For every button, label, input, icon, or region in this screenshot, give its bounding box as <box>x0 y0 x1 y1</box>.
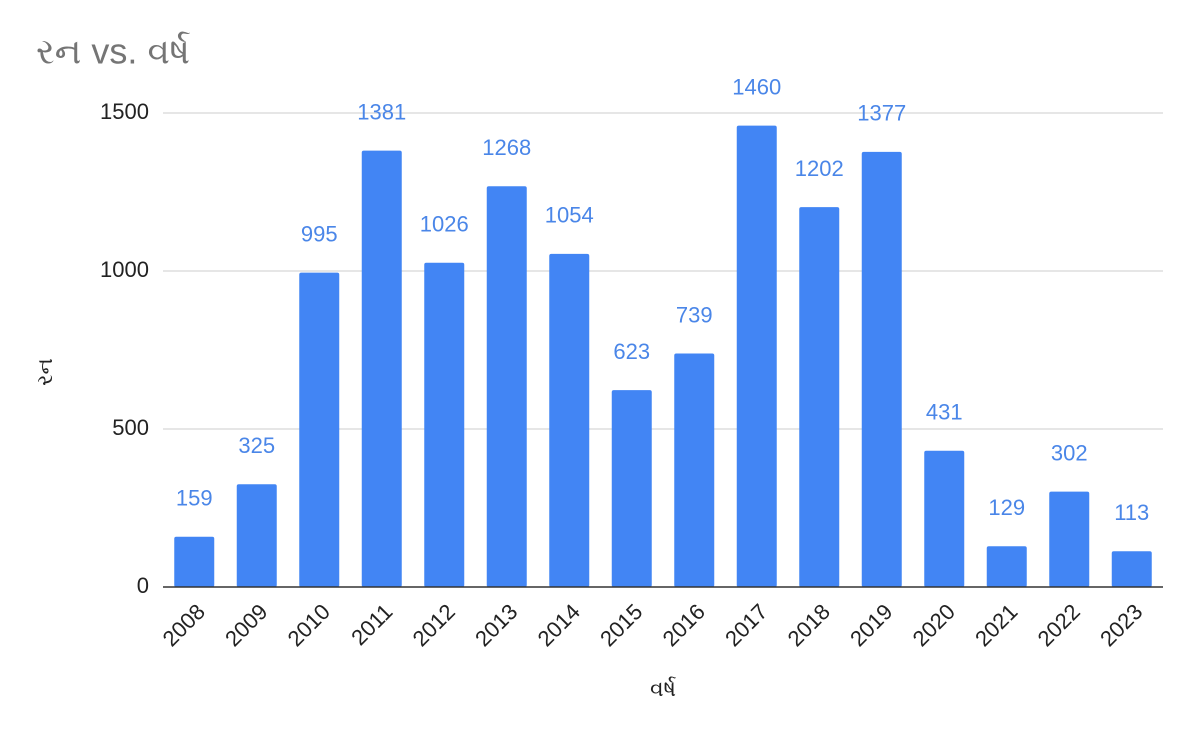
bar <box>299 272 340 587</box>
data-label: 1026 <box>420 212 469 237</box>
bar <box>424 262 465 587</box>
data-label: 1202 <box>795 156 844 181</box>
bar <box>799 207 840 587</box>
bar <box>1049 491 1090 587</box>
data-label: 325 <box>238 433 275 458</box>
bar <box>236 484 277 587</box>
y-tick-label: 1000 <box>100 257 149 282</box>
data-label: 302 <box>1051 440 1088 465</box>
data-label: 995 <box>301 221 338 246</box>
bar <box>674 353 715 587</box>
y-tick-label: 500 <box>112 415 149 440</box>
data-label: 129 <box>988 495 1025 520</box>
data-label: 1268 <box>482 135 531 160</box>
bar <box>1111 551 1152 587</box>
y-tick-label: 1500 <box>100 99 149 124</box>
data-label: 739 <box>676 302 713 327</box>
x-axis-label: વર્ષ <box>650 676 676 701</box>
data-label: 1381 <box>357 99 406 124</box>
y-tick-label: 0 <box>137 573 149 598</box>
bar <box>861 151 902 588</box>
data-label: 623 <box>613 339 650 364</box>
data-label: 1460 <box>732 74 781 99</box>
data-label: 113 <box>1114 500 1149 525</box>
data-label: 431 <box>926 400 963 425</box>
chart-title: રન vs. વર્ષ <box>36 31 190 72</box>
bar <box>486 186 527 587</box>
data-label: 1054 <box>545 203 594 228</box>
bar <box>611 390 652 587</box>
bar <box>986 546 1027 587</box>
bar <box>736 125 777 587</box>
y-axis-label: રન <box>32 358 57 386</box>
bar <box>361 150 402 587</box>
data-label: 159 <box>176 486 213 511</box>
bar <box>174 536 215 587</box>
data-label: 1377 <box>857 101 906 126</box>
bar <box>549 253 590 587</box>
bar <box>924 450 965 587</box>
